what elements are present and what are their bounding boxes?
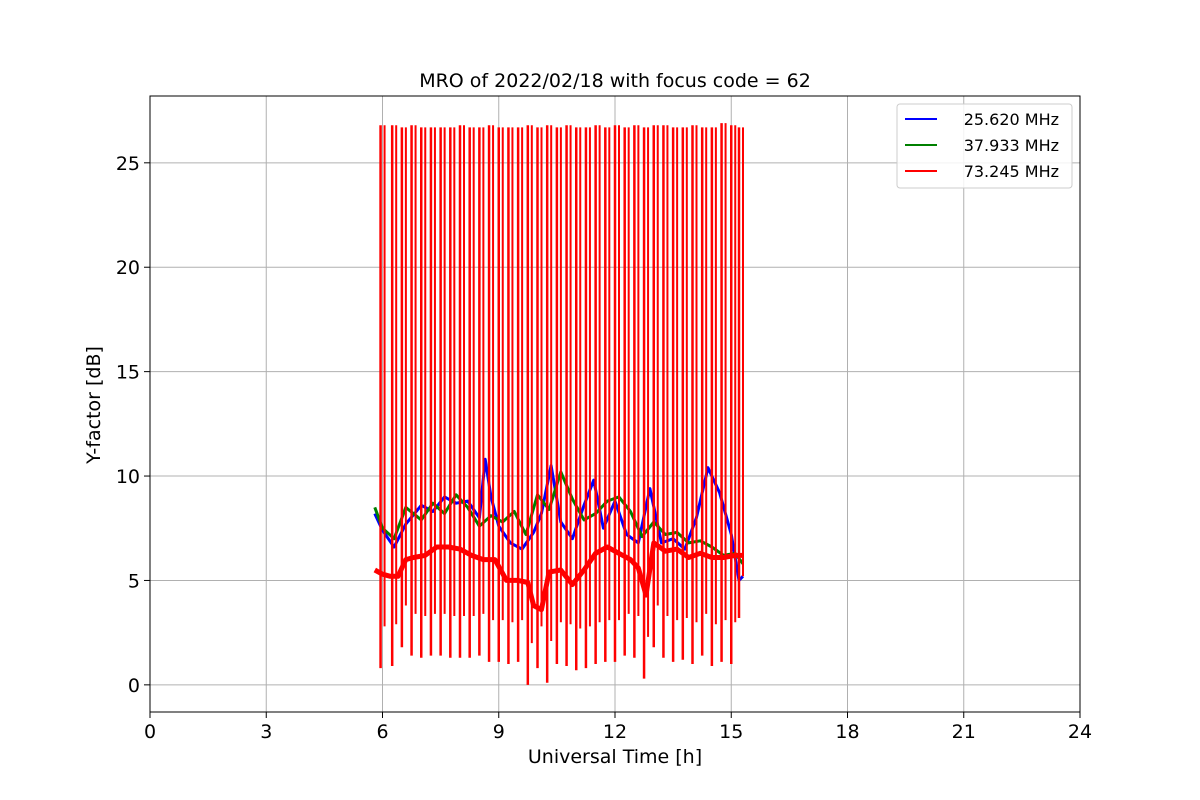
calibration-spike xyxy=(662,125,669,658)
calibration-spike xyxy=(720,123,727,662)
legend-label: 73.245 MHz xyxy=(964,162,1059,181)
y-tick-label: 0 xyxy=(128,675,140,697)
legend-label: 25.620 MHz xyxy=(964,110,1059,129)
x-tick-label: 15 xyxy=(719,721,743,743)
calibration-spike xyxy=(633,125,640,658)
calibration-spike xyxy=(487,125,495,662)
calibration-spike xyxy=(575,127,582,671)
y-tick-label: 15 xyxy=(116,362,140,384)
x-tick-label: 21 xyxy=(952,721,976,743)
calibration-spike xyxy=(458,125,465,658)
legend-box xyxy=(896,103,1073,189)
calibration-spike xyxy=(379,125,386,669)
calibration-spike xyxy=(536,127,543,669)
calibration-spike xyxy=(604,127,611,662)
calibration-spike xyxy=(555,127,562,664)
x-tick-label: 0 xyxy=(144,721,156,743)
calibration-spike xyxy=(468,127,475,658)
calibration-spike xyxy=(400,127,407,648)
calibration-spike xyxy=(516,127,524,662)
y-axis: 0 5 10 15 20 25 xyxy=(116,153,150,697)
x-axis: 0 3 6 9 12 15 18 21 24 xyxy=(144,712,1092,743)
calibration-spike xyxy=(410,125,417,656)
calibration-spike xyxy=(565,125,572,667)
calibration-spike xyxy=(737,127,744,619)
calibration-spike xyxy=(545,125,553,683)
legend: 25.620 MHz 37.933 MHz 73.245 MHz xyxy=(896,103,1073,189)
y-tick-label: 10 xyxy=(116,466,140,488)
x-tick-label: 24 xyxy=(1068,721,1092,743)
calibration-spike xyxy=(584,127,591,669)
series-layer xyxy=(373,123,745,685)
calibration-spike xyxy=(390,125,398,667)
calibration-spike xyxy=(497,127,504,662)
legend-item: 25.620 MHz xyxy=(905,110,1059,129)
x-tick-label: 3 xyxy=(260,721,272,743)
y-tick-label: 25 xyxy=(116,153,140,175)
y-tick-label: 5 xyxy=(128,570,140,592)
calibration-spike xyxy=(623,127,630,656)
calibration-spike xyxy=(681,127,688,660)
legend-label: 37.933 MHz xyxy=(964,136,1059,155)
calibration-spike xyxy=(429,127,436,656)
calibration-spike xyxy=(439,127,446,656)
calibration-spike xyxy=(613,125,620,662)
y-tick-label: 20 xyxy=(116,257,140,279)
y-axis-label: Y-factor [dB] xyxy=(83,346,105,465)
calibration-spike xyxy=(642,127,650,679)
x-tick-label: 18 xyxy=(835,721,859,743)
legend-item: 73.245 MHz xyxy=(905,162,1059,181)
calibration-spike xyxy=(507,127,514,664)
legend-item: 37.933 MHz xyxy=(905,136,1059,155)
x-tick-label: 12 xyxy=(603,721,627,743)
calibration-spike xyxy=(730,125,737,664)
calibration-spike xyxy=(526,125,533,685)
calibration-spike xyxy=(478,127,485,656)
x-tick-label: 9 xyxy=(493,721,505,743)
calibration-spike xyxy=(710,127,717,667)
x-axis-label: Universal Time [h] xyxy=(528,746,702,768)
calibration-spike xyxy=(594,125,601,664)
calibration-spike xyxy=(449,127,456,658)
calibration-spike xyxy=(652,125,659,648)
calibration-spike xyxy=(700,127,708,656)
chart-title: MRO of 2022/02/18 with focus code = 62 xyxy=(419,70,811,92)
calibration-spike xyxy=(420,127,427,658)
x-tick-label: 6 xyxy=(376,721,388,743)
calibration-spike xyxy=(691,125,698,664)
calibration-spike xyxy=(671,127,679,662)
